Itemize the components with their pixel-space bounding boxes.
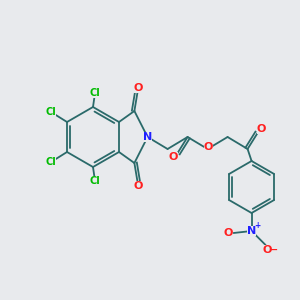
Text: −: − <box>269 245 278 255</box>
Text: N: N <box>143 132 152 142</box>
Text: O: O <box>204 142 213 152</box>
Text: O: O <box>224 228 233 238</box>
Text: +: + <box>254 221 261 230</box>
Text: Cl: Cl <box>46 157 56 167</box>
Text: Cl: Cl <box>90 88 101 98</box>
Text: O: O <box>257 124 266 134</box>
Text: O: O <box>263 245 272 255</box>
Text: O: O <box>134 83 143 93</box>
Text: Cl: Cl <box>90 176 101 186</box>
Text: Cl: Cl <box>46 107 56 117</box>
Text: O: O <box>134 181 143 191</box>
Text: O: O <box>169 152 178 162</box>
Text: N: N <box>247 226 256 236</box>
